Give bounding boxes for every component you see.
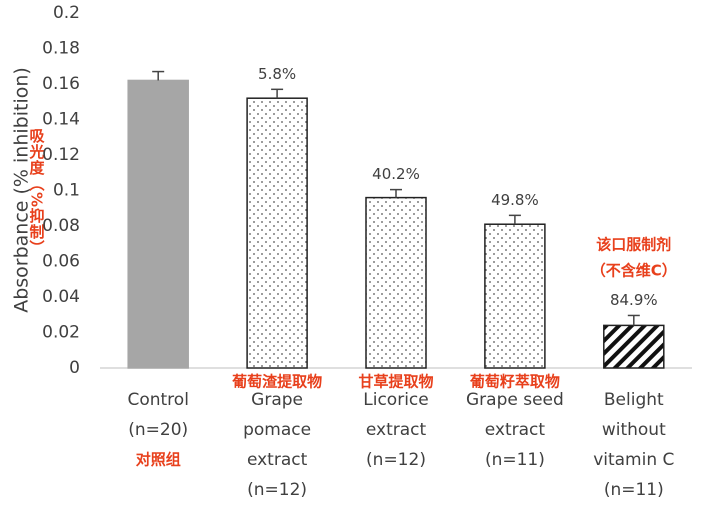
x-tick-label: Licorice — [363, 390, 428, 410]
y-tick-label: 0.06 — [42, 252, 80, 272]
bar — [127, 79, 189, 369]
category-note: 对照组 — [136, 451, 181, 469]
category-note: 甘草提取物 — [358, 373, 433, 391]
category-note: 葡萄渣提取物 — [231, 373, 322, 391]
x-tick-label: (n=20) — [128, 420, 188, 440]
x-tick-label: (n=11) — [485, 450, 545, 470]
inhibition-label: 40.2% — [372, 165, 420, 183]
callout: 该口服制剂 — [596, 236, 671, 254]
x-tick-label: pomace — [243, 420, 311, 440]
x-tick-label: without — [602, 420, 666, 440]
inhibition-label: 84.9% — [610, 291, 658, 309]
y-tick-label: 0.02 — [42, 323, 80, 343]
y-tick-label: 0.12 — [42, 145, 80, 165]
y-tick-label: 0.16 — [42, 74, 80, 94]
y-tick-label: 0.1 — [53, 181, 80, 201]
y-tick-label: 0.04 — [42, 287, 80, 307]
y-tick-label: 0.14 — [42, 110, 80, 130]
x-tick-label: (n=12) — [366, 450, 426, 470]
bar — [365, 196, 427, 369]
inhibition-label: 49.8% — [491, 191, 539, 209]
bar — [246, 97, 308, 369]
y-tick-label: 0.08 — [42, 216, 80, 236]
y-tick-label: 0.2 — [53, 3, 80, 23]
callout: （不含维C） — [591, 262, 677, 280]
x-tick-label: extract — [247, 450, 308, 470]
x-tick-label: extract — [366, 420, 427, 440]
x-tick-label: vitamin C — [593, 450, 674, 470]
x-tick-label: Control — [127, 390, 188, 410]
x-tick-label: Grape seed — [466, 390, 564, 410]
inhibition-label: 5.8% — [258, 65, 296, 83]
bar — [484, 223, 546, 369]
x-tick-label: (n=11) — [604, 480, 664, 500]
x-tick-label: extract — [485, 420, 546, 440]
y-axis-note: 吸光度（%抑制） — [28, 128, 46, 256]
y-tick-label: 0 — [69, 358, 80, 378]
y-axis-label: Absorbance (% inhibition) — [11, 67, 33, 313]
x-tick-label: Grape — [251, 390, 303, 410]
category-note: 葡萄籽萃取物 — [469, 373, 560, 391]
x-tick-label: Belight — [604, 390, 664, 410]
x-tick-label: (n=12) — [247, 480, 307, 500]
y-tick-label: 0.18 — [42, 39, 80, 59]
bar — [603, 324, 665, 369]
